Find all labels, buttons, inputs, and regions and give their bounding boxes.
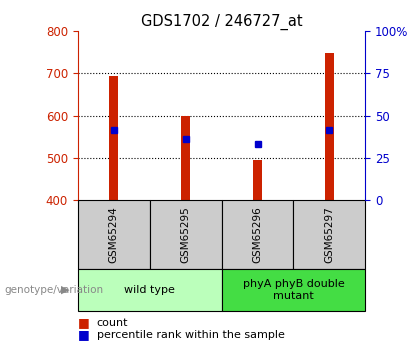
Text: phyA phyB double
mutant: phyA phyB double mutant (243, 279, 344, 300)
Text: ▶: ▶ (61, 285, 69, 295)
Bar (181, 116, 190, 200)
Bar (109, 76, 118, 200)
Bar (150, 200, 222, 269)
Bar (294, 200, 365, 269)
Bar (222, 200, 294, 269)
Text: ■: ■ (78, 316, 94, 329)
Text: ■: ■ (78, 328, 94, 341)
Bar (78, 200, 150, 269)
Text: count: count (97, 318, 128, 327)
Text: GSM65297: GSM65297 (324, 206, 334, 263)
Bar (78, 269, 222, 310)
Text: GSM65294: GSM65294 (109, 206, 119, 263)
Text: percentile rank within the sample: percentile rank within the sample (97, 330, 284, 339)
Title: GDS1702 / 246727_at: GDS1702 / 246727_at (141, 13, 302, 30)
Bar (325, 53, 334, 200)
Text: genotype/variation: genotype/variation (4, 285, 103, 295)
Bar (222, 269, 365, 310)
Bar (253, 160, 262, 200)
Text: GSM65296: GSM65296 (252, 206, 262, 263)
Text: wild type: wild type (124, 285, 175, 295)
Text: GSM65295: GSM65295 (181, 206, 191, 263)
